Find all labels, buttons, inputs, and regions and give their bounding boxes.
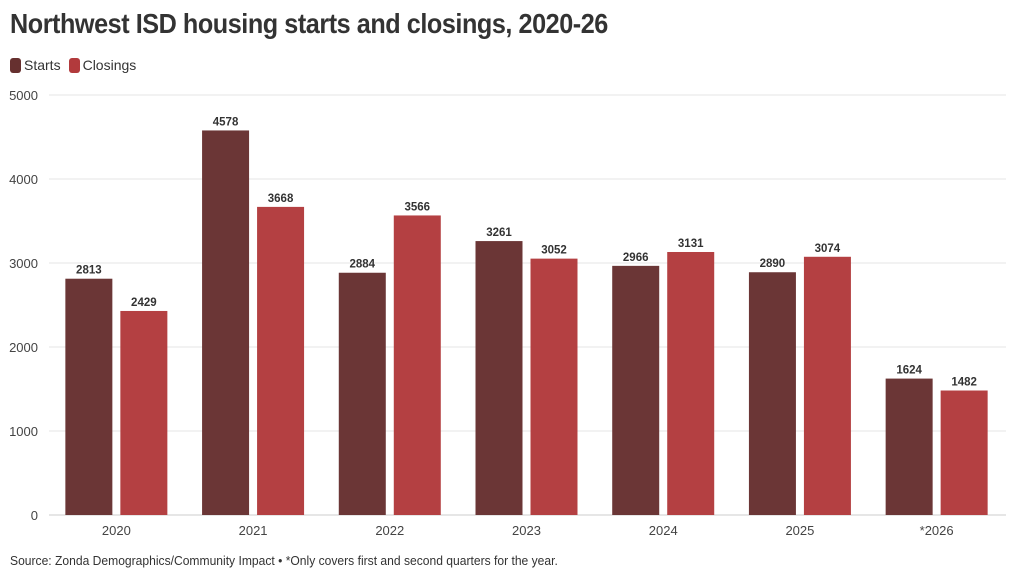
bar-starts [885,378,933,515]
x-tick-label: 2022 [375,523,404,538]
data-label-starts: 2966 [623,252,649,264]
chart-title: Northwest ISD housing starts and closing… [10,8,608,39]
legend-swatch-closings [68,57,80,73]
bar-closings [120,310,168,515]
x-tick-label: 2024 [649,523,678,538]
legend-swatch-starts [10,57,21,73]
bar-closings [803,256,851,515]
y-tick-label: 4000 [9,172,38,187]
data-label-starts: 1624 [896,365,922,377]
data-label-starts: 4578 [213,116,239,128]
bar-starts [202,130,250,515]
data-label-starts: 2890 [760,258,786,270]
y-tick-label: 5000 [9,88,38,103]
bar-starts [475,241,523,516]
data-label-closings: 1482 [951,377,977,389]
data-label-starts: 3261 [486,227,512,239]
x-tick-label: *2026 [920,523,954,538]
bar-closings [257,206,305,515]
bar-closings [530,258,578,515]
legend-label-closings: Closings [82,57,137,73]
bar-closings [393,215,441,515]
bar-closings [940,390,988,515]
data-label-closings: 2429 [131,297,157,309]
bar-starts [65,278,113,515]
y-tick-label: 0 [31,508,38,523]
x-tick-label: 2025 [785,523,814,538]
y-tick-label: 2000 [9,340,38,355]
bar-starts [748,272,796,515]
x-tick-label: 2023 [512,523,541,538]
x-tick-label: 2021 [239,523,268,538]
data-label-starts: 2884 [349,259,375,271]
bar-starts [612,265,660,515]
source-note: Source: Zonda Demographics/Community Imp… [10,553,558,568]
y-tick-label: 3000 [9,256,38,271]
data-label-closings: 3074 [815,243,841,255]
data-label-starts: 2813 [76,265,102,277]
legend-item-starts[interactable]: Starts [10,57,61,73]
legend-item-closings[interactable]: Closings [68,57,137,73]
data-label-closings: 3052 [541,245,567,257]
bar-starts [338,272,386,515]
data-label-closings: 3566 [404,201,430,213]
y-tick-label: 1000 [9,424,38,439]
x-tick-label: 2020 [102,523,131,538]
legend-label-starts: Starts [24,57,61,73]
data-label-closings: 3131 [678,238,704,250]
legend: Starts Closings [10,57,144,73]
data-label-closings: 3668 [268,193,294,205]
bar-closings [667,251,715,515]
